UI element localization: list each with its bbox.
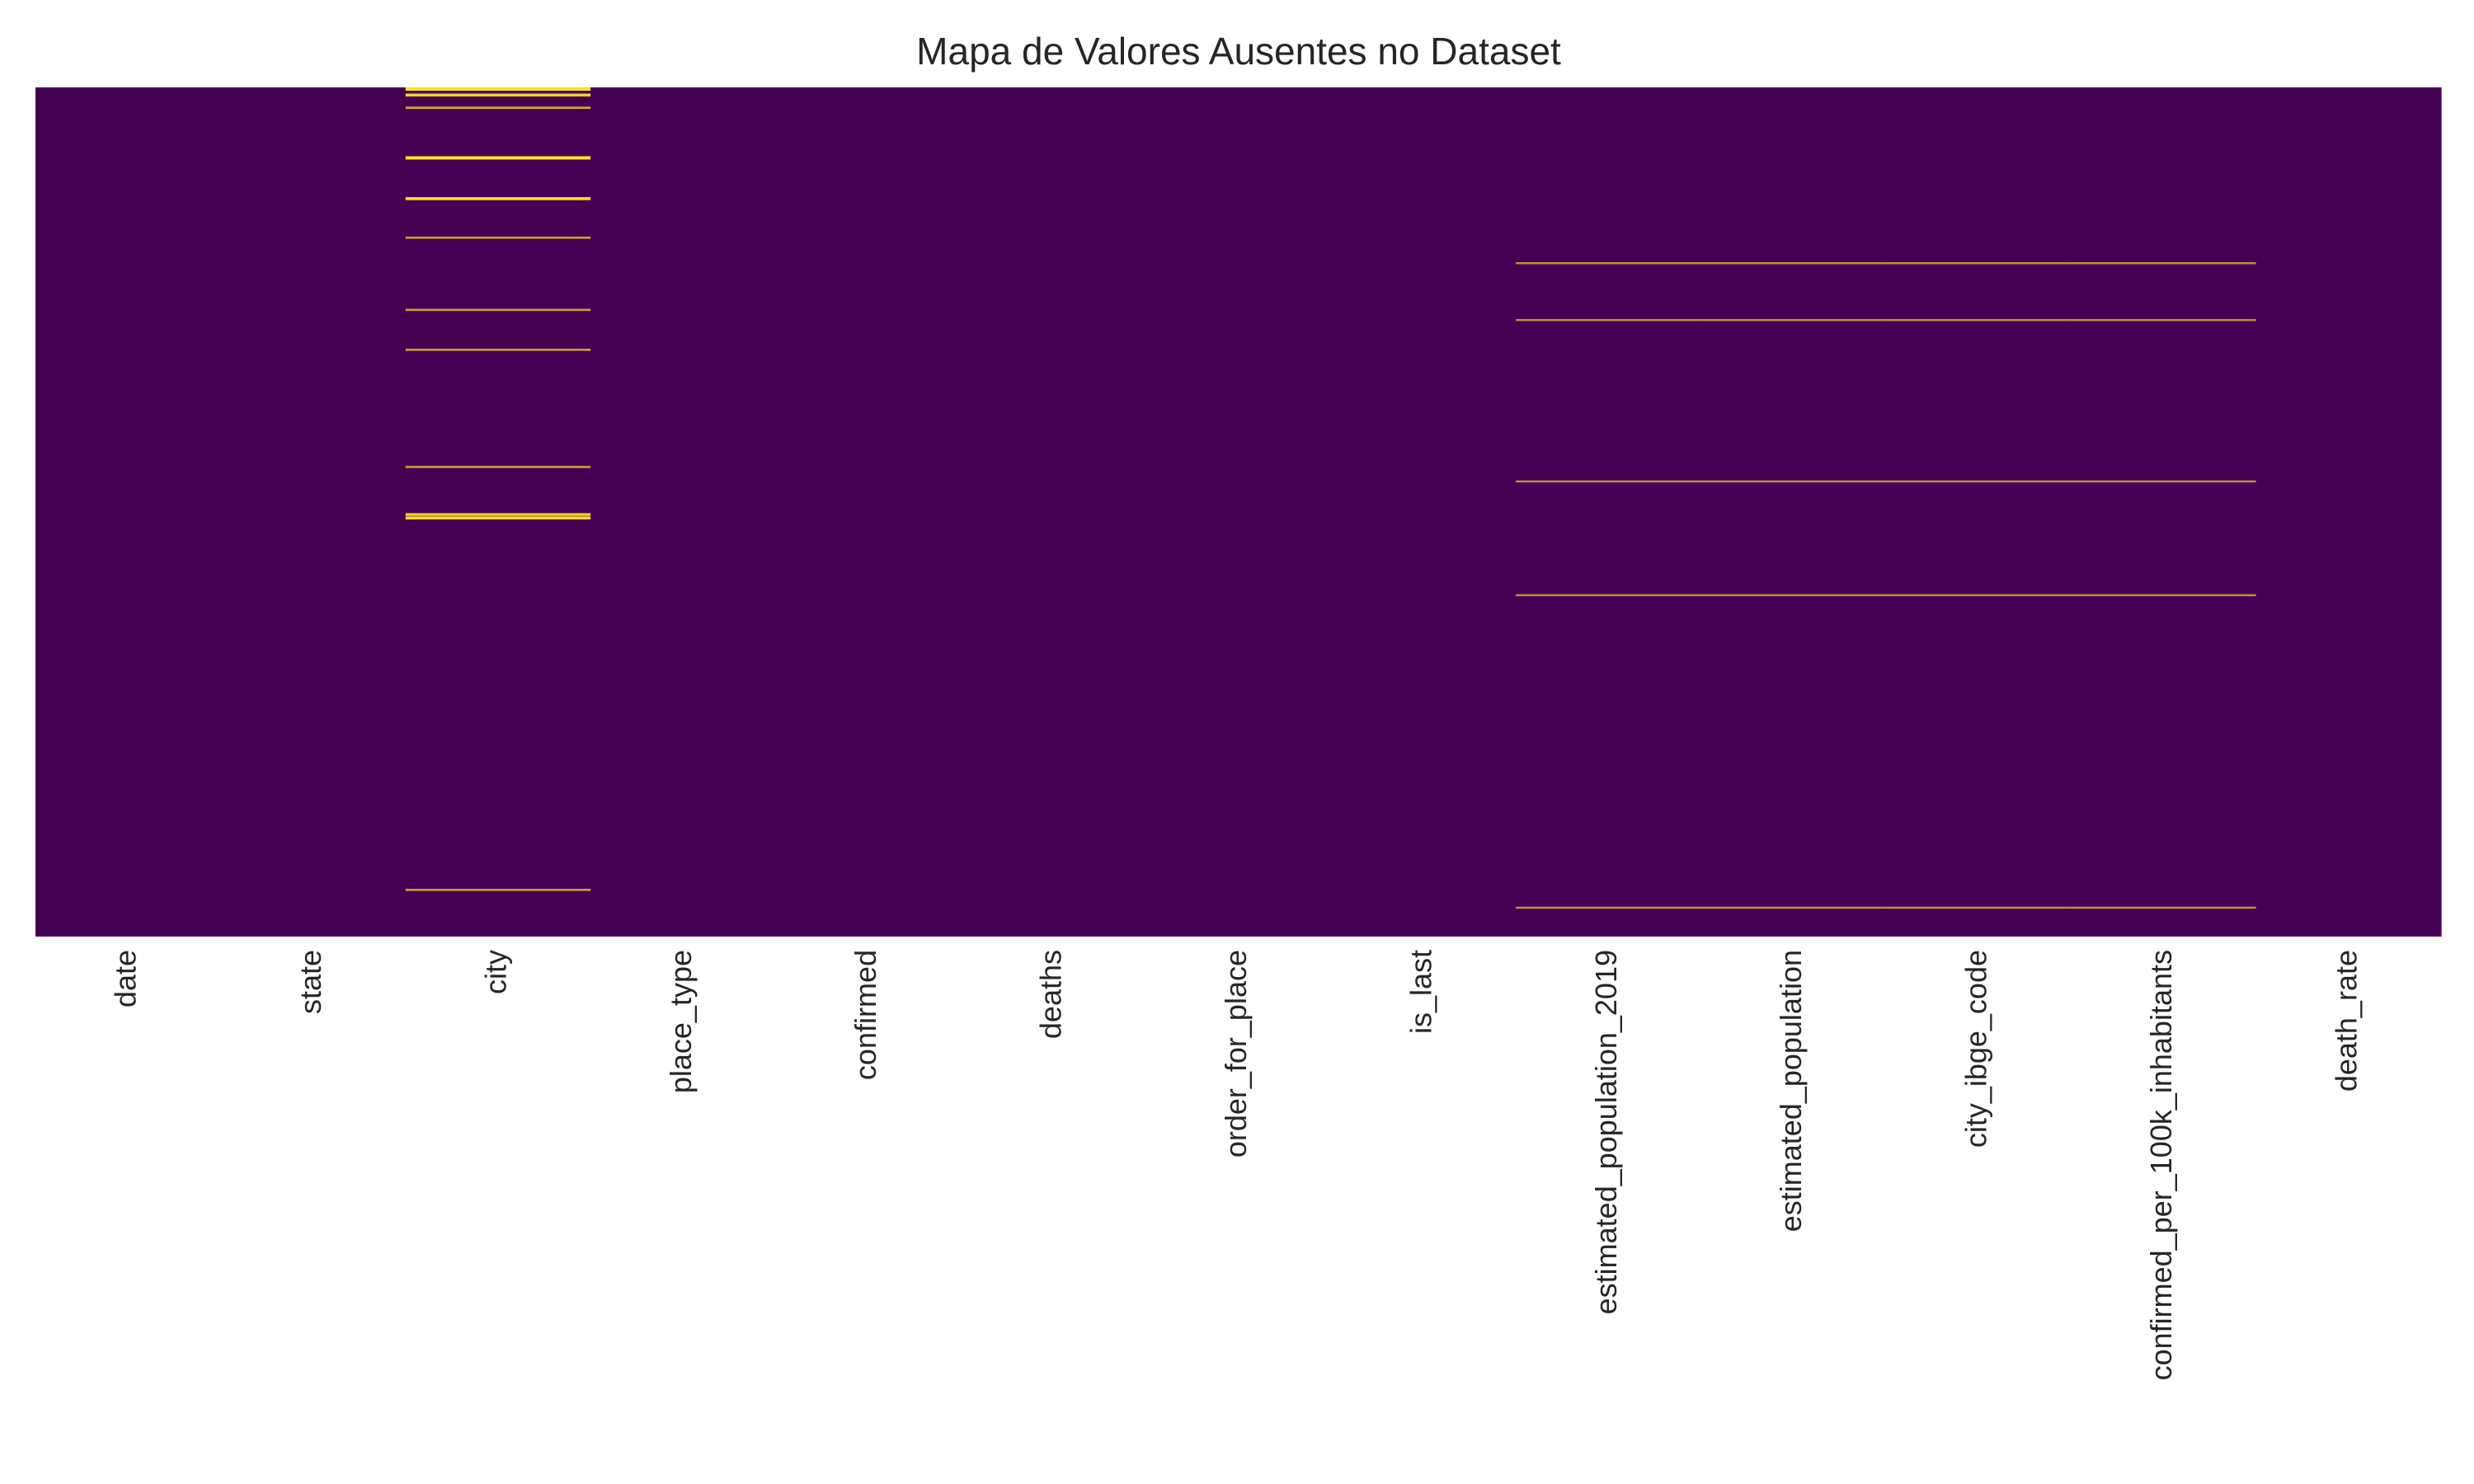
missing-value-mark bbox=[2071, 906, 2256, 909]
heatmap-column-death-rate bbox=[2255, 87, 2442, 937]
x-tick-label: confirmed bbox=[849, 950, 882, 1080]
heatmap-column-place-type bbox=[590, 87, 777, 937]
heatmap-column-estimated-population-2019 bbox=[1516, 87, 1702, 937]
x-tick-label: city bbox=[478, 950, 512, 994]
missing-value-mark bbox=[1885, 594, 2072, 597]
heatmap-column-estimated-population bbox=[1700, 87, 1887, 937]
missing-value-mark bbox=[1885, 261, 2072, 265]
x-tick-label: deaths bbox=[1034, 950, 1068, 1039]
x-tick-label: city_ibge_code bbox=[1959, 950, 1993, 1148]
heatmap-column-confirmed-per-100k-inhabitants bbox=[2071, 87, 2257, 937]
missing-value-mark bbox=[405, 106, 591, 110]
missing-value-mark bbox=[405, 156, 591, 160]
x-tick-label: place_type bbox=[664, 950, 698, 1093]
x-tick-label: date bbox=[109, 950, 143, 1007]
heatmap-column-date bbox=[35, 87, 221, 937]
x-tick-label: estimated_population_2019 bbox=[1589, 950, 1623, 1314]
missing-value-mark bbox=[405, 348, 591, 351]
missing-value-mark bbox=[1700, 594, 1886, 597]
heatmap-column-city bbox=[405, 87, 591, 937]
missing-value-mark bbox=[1700, 319, 1886, 322]
heatmap-plot-area bbox=[35, 87, 2442, 937]
missing-value-mark bbox=[405, 889, 591, 891]
missing-value-mark bbox=[405, 308, 591, 312]
heatmap-column-confirmed bbox=[775, 87, 962, 937]
missing-value-mark bbox=[405, 93, 591, 97]
x-tick-label: is_last bbox=[1404, 950, 1437, 1034]
x-tick-label: order_for_place bbox=[1219, 950, 1253, 1158]
missing-value-mark bbox=[1700, 906, 1886, 909]
heatmap-column-deaths bbox=[960, 87, 1146, 937]
missing-value-mark bbox=[1516, 594, 1701, 597]
missing-value-mark bbox=[2071, 261, 2256, 265]
missing-value-mark bbox=[2071, 594, 2256, 597]
missing-value-mark bbox=[405, 466, 591, 468]
x-tick-label: state bbox=[294, 950, 327, 1014]
missing-value-mark bbox=[405, 513, 591, 516]
missing-value-mark bbox=[2071, 480, 2256, 483]
missing-value-mark bbox=[405, 197, 591, 200]
missing-value-mark bbox=[1516, 480, 1701, 483]
x-tick-label: confirmed_per_100k_inhabitants bbox=[2144, 950, 2178, 1380]
missing-value-mark bbox=[1885, 319, 2072, 322]
x-tick-label: estimated_population bbox=[1774, 950, 1808, 1232]
x-tick-label: death_rate bbox=[2329, 950, 2363, 1092]
missing-value-mark bbox=[405, 87, 591, 92]
missing-value-mark bbox=[1700, 480, 1886, 483]
heatmap-column-is-last bbox=[1330, 87, 1517, 937]
missing-value-mark bbox=[1516, 261, 1701, 265]
missing-value-mark bbox=[1516, 319, 1701, 322]
x-tick-labels: date state city place_type confirmed deaths or… bbox=[109, 950, 2363, 1380]
missing-value-mark bbox=[1516, 906, 1701, 909]
missing-value-mark bbox=[1885, 480, 2072, 483]
chart-title: Mapa de Valores Ausentes no Dataset bbox=[916, 30, 1561, 73]
heatmap-column-city-ibge-code bbox=[1885, 87, 2072, 937]
missing-value-mark bbox=[1700, 261, 1886, 265]
missing-value-mark bbox=[405, 516, 591, 520]
heatmap-column-order-for-place bbox=[1145, 87, 1332, 937]
heatmap-column-state bbox=[220, 87, 407, 937]
missing-value-mark bbox=[2071, 319, 2256, 322]
missing-value-mark bbox=[405, 236, 591, 239]
missing-value-mark bbox=[1885, 906, 2072, 909]
